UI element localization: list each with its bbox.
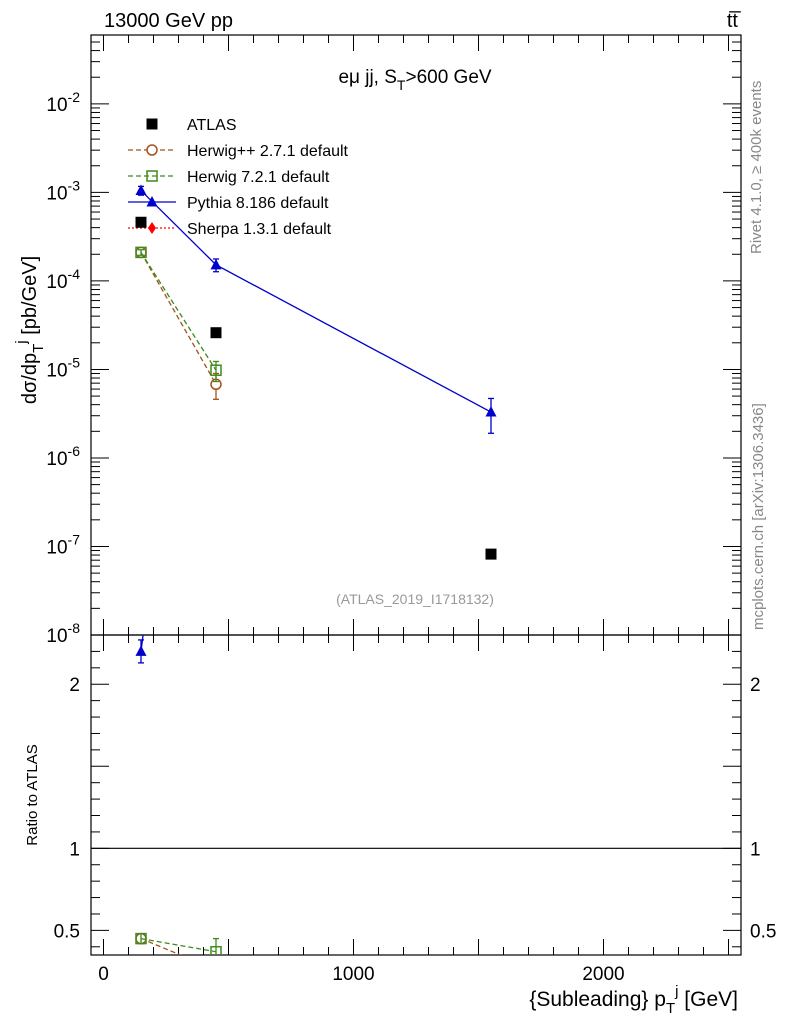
- legend-label: Pythia 8.186 default: [187, 195, 329, 212]
- legend-label: ATLAS: [187, 117, 237, 134]
- axis-ticks: [91, 34, 741, 955]
- ratio-point: [135, 932, 147, 945]
- header-right: tt̅: [727, 10, 741, 32]
- watermark-label: (ATLAS_2019_I1718132): [336, 591, 494, 607]
- ratio-series-line: [140, 937, 183, 955]
- data-point: [210, 364, 222, 376]
- series-line: [140, 252, 217, 385]
- y-tick-label: 10-8: [46, 620, 80, 647]
- data-point: [210, 327, 222, 339]
- data-point: [135, 216, 147, 228]
- main-series-group: [135, 184, 497, 560]
- legend-marker: [146, 170, 158, 182]
- x-axis-title: {Subleading} pTj [GeV]: [529, 983, 738, 1017]
- x-tick-label: 0: [98, 964, 109, 985]
- ratio-point: [210, 945, 222, 955]
- ratio-series-group: [135, 46, 222, 975]
- x-tick-label: 2000: [582, 964, 624, 985]
- mcplots-label: mcplots.cern.ch [arXiv:1306.3436]: [750, 403, 767, 630]
- series-line: [140, 252, 217, 371]
- y-tick-label: 10-2: [46, 89, 80, 116]
- ratio-point: [135, 645, 147, 656]
- axis-tick-labels: 0 1000 2000 10-8 10-7 10-6 10-5 10-4 10-3 10-2 0.5…: [46, 89, 776, 985]
- ratio-point: [211, 46, 222, 57]
- y-tick-label: 10-4: [46, 266, 80, 293]
- legend-label: Herwig 7.2.1 default: [187, 169, 330, 186]
- y-tick-label: 10-6: [46, 443, 80, 470]
- ratio-series-line: [140, 937, 217, 953]
- legend-marker: [148, 222, 156, 234]
- x-tick-label: 1000: [332, 964, 374, 985]
- ratio-y-axis-title: Ratio to ATLAS: [24, 744, 41, 845]
- legend-label: Sherpa 1.3.1 default: [187, 221, 332, 238]
- data-point: [135, 246, 147, 259]
- ratio-tick-label-right: 0.5: [750, 921, 776, 942]
- legend: ATLAS Herwig++ 2.7.1 default Herwig 7.2.1 …: [128, 117, 349, 238]
- ratio-tick-label-right: 1: [750, 839, 761, 860]
- ratio-panel-frame: [90, 634, 742, 956]
- legend-marker: [146, 118, 158, 130]
- ratio-point: [211, 965, 221, 975]
- data-point: [210, 258, 222, 270]
- ratio-tick-label-left: 1: [69, 839, 80, 860]
- ratio-tick-label-left: 0.5: [54, 921, 80, 942]
- data-point: [485, 406, 497, 417]
- ratio-tick-label-left: 2: [69, 675, 80, 696]
- ratio-tick-label-right: 2: [750, 675, 761, 696]
- header-left: 13000 GeV pp: [104, 10, 233, 32]
- legend-label: Herwig++ 2.7.1 default: [187, 143, 349, 160]
- data-point: [485, 548, 497, 560]
- y-tick-label: 10-5: [46, 354, 80, 381]
- rivet-version-label: Rivet 4.1.0, ≥ 400k events: [748, 81, 765, 254]
- legend-marker: [146, 144, 158, 156]
- y-tick-label: 10-3: [46, 177, 80, 204]
- y-tick-label: 10-7: [46, 531, 80, 558]
- plot-title: eμ jj, ST>600 GeV: [338, 67, 491, 93]
- y-axis-title: dσ/dpTj [pb/GeV]: [13, 256, 47, 404]
- data-point: [135, 184, 147, 196]
